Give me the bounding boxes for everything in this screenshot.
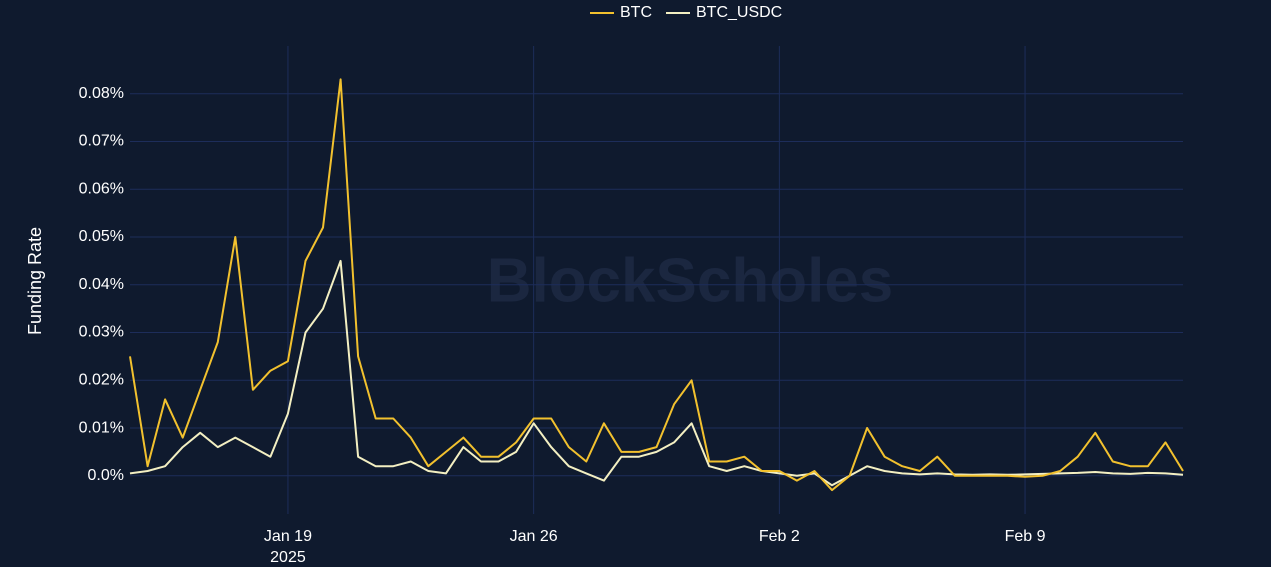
x-tick-label: Jan 19: [264, 528, 312, 545]
series-line: [129, 78, 1184, 492]
y-tick-label: 0.02%: [79, 372, 124, 389]
y-tick-label: 0.05%: [79, 228, 124, 245]
watermark: BlockScholes: [487, 246, 894, 315]
x-tick-year: 2025: [270, 549, 306, 566]
x-tick-label: Feb 2: [759, 528, 800, 545]
y-tick-label: 0.01%: [79, 419, 124, 436]
grid: [130, 46, 1183, 514]
y-tick-label: 0.0%: [88, 467, 124, 484]
y-tick-label: 0.08%: [79, 85, 124, 102]
y-axis-title: Funding Rate: [25, 227, 45, 335]
y-tick-label: 0.03%: [79, 324, 124, 341]
legend-label: BTC_USDC: [696, 4, 782, 21]
legend-label: BTC: [620, 4, 652, 21]
y-tick-label: 0.04%: [79, 276, 124, 293]
x-tick-label: Feb 9: [1005, 528, 1046, 545]
y-tick-label: 0.06%: [79, 180, 124, 197]
x-tick-label: Jan 26: [510, 528, 558, 545]
y-tick-label: 0.07%: [79, 133, 124, 150]
